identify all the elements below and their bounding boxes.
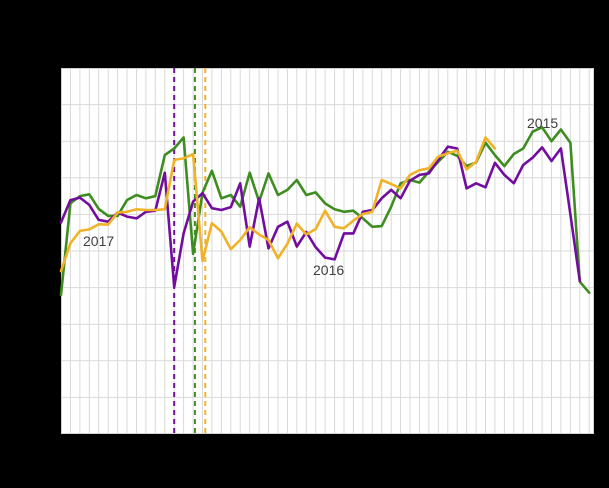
series-label-2016: 2016 xyxy=(313,262,345,278)
series-label-2015: 2015 xyxy=(527,115,559,131)
series-label-2017: 2017 xyxy=(83,233,115,249)
series-line-2016 xyxy=(59,145,582,289)
gridlines xyxy=(61,68,594,434)
series-line-2017 xyxy=(59,136,497,273)
plot-frame xyxy=(61,68,594,434)
series-line-2015 xyxy=(59,126,591,297)
